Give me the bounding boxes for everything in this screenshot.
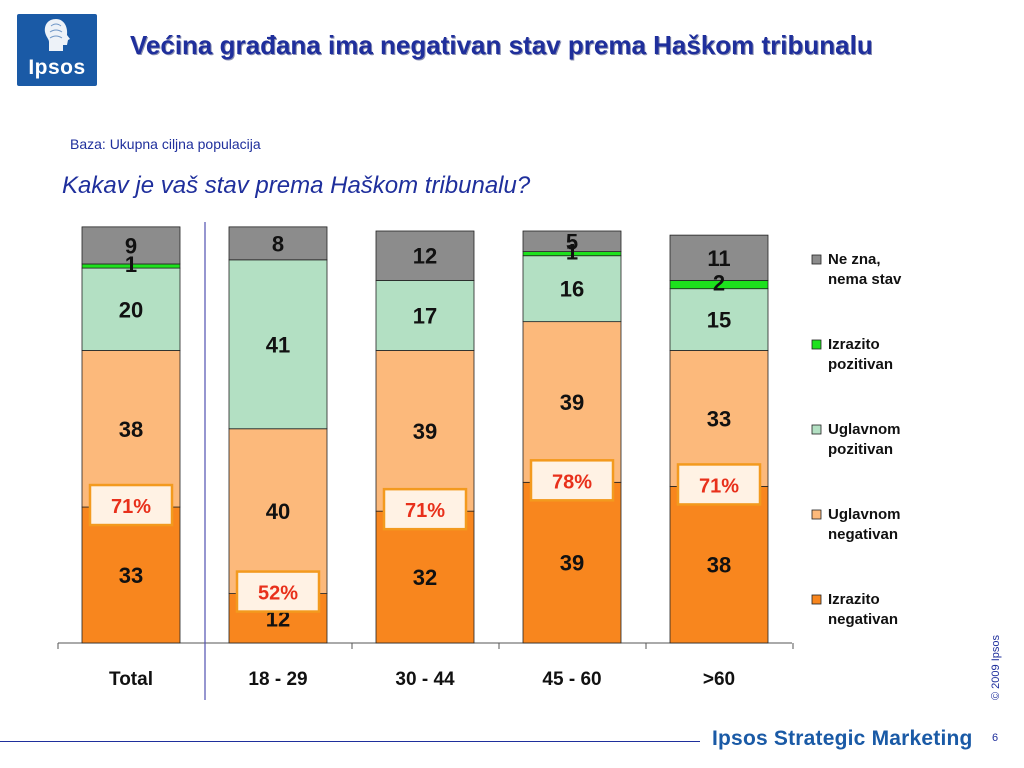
- page-title: Većina građana ima negativan stav prema …: [130, 30, 873, 60]
- bar-value-label: 41: [266, 332, 290, 357]
- bar-segment: [228, 259, 328, 430]
- legend-label: Uglavnom: [828, 506, 901, 523]
- bar-segment: [522, 321, 622, 483]
- bar-value-label: 15: [707, 308, 731, 333]
- bar-segment: [375, 350, 475, 512]
- ipsos-logo: Ipsos: [17, 14, 97, 86]
- bar-value-label: 38: [707, 553, 731, 578]
- bar-value-label: 33: [707, 406, 731, 431]
- bar-segment: [522, 255, 622, 323]
- bar-value-label: 39: [560, 390, 584, 415]
- bar-segment: [228, 226, 328, 261]
- bar-segment: [81, 267, 181, 351]
- legend-swatch: [811, 339, 822, 350]
- bar-value-label: 1: [125, 252, 137, 277]
- bar-value-label: 12: [413, 244, 437, 269]
- bar-value-label: 39: [560, 551, 584, 576]
- question-text: Kakav je vaš stav prema Haškom tribunalu…: [62, 172, 531, 199]
- legend-label: Izrazito: [828, 591, 880, 608]
- bar-value-label: 8: [272, 231, 284, 256]
- base-note: Baza: Ukupna ciljna populacija: [70, 136, 261, 152]
- legend-swatch: [811, 424, 822, 435]
- negative-total-label: 71%: [405, 500, 445, 522]
- legend-label: negativan: [828, 526, 898, 543]
- negative-total-badge: [235, 570, 321, 613]
- bar-value-label: 11: [707, 246, 730, 271]
- bar-value-label: 17: [413, 303, 437, 328]
- footer-brand: Ipsos Strategic Marketing: [712, 727, 973, 750]
- logo-head-icon: [44, 19, 70, 51]
- bar-segment: [375, 230, 475, 281]
- legend-swatch: [811, 594, 822, 605]
- bar-value-label: 20: [119, 297, 143, 322]
- bar-value-label: 32: [413, 565, 437, 590]
- bar-value-label: 2: [713, 271, 725, 296]
- bar-segment: [375, 280, 475, 351]
- x-tick-label: >60: [703, 669, 735, 690]
- bar-value-label: 38: [119, 417, 143, 442]
- legend-label: Izrazito: [828, 336, 880, 353]
- bar-value-label: 5: [566, 229, 578, 254]
- x-tick-label: 30 - 44: [395, 669, 455, 690]
- negative-total-label: 52%: [258, 583, 298, 605]
- legend-label: pozitivan: [828, 441, 893, 458]
- bar-segment: [375, 510, 475, 644]
- bar-segment: [81, 226, 181, 265]
- bar-segment: [669, 234, 769, 281]
- bar-segment: [669, 486, 769, 644]
- bar-value-label: 1: [566, 240, 578, 265]
- bar-value-label: 9: [125, 233, 137, 258]
- legend-label: pozitivan: [828, 356, 893, 373]
- negative-total-badge: [529, 459, 615, 502]
- bar-value-label: 40: [266, 499, 290, 524]
- negative-total-label: 71%: [111, 496, 151, 518]
- page-number: 6: [992, 732, 999, 744]
- footer-divider: [0, 741, 700, 742]
- negative-total-label: 71%: [699, 475, 739, 497]
- negative-total-label: 78%: [552, 471, 592, 493]
- negative-total-badge: [88, 483, 174, 527]
- legend-label: nema stav: [828, 271, 902, 288]
- bar-segment: [522, 230, 622, 253]
- logo-text: Ipsos: [28, 56, 86, 79]
- bar-value-label: 16: [560, 277, 584, 302]
- x-tick-label: Total: [109, 669, 153, 690]
- negative-total-badge: [382, 487, 468, 531]
- bar-segment: [522, 481, 622, 644]
- legend-label: Ne zna,: [828, 251, 881, 268]
- legend-swatch: [811, 509, 822, 520]
- legend-swatch: [811, 254, 822, 265]
- x-tick-label: 45 - 60: [542, 669, 601, 690]
- bar-value-label: 39: [413, 419, 437, 444]
- copyright-text: © 2009 Ipsos: [990, 635, 1002, 700]
- bar-segment: [81, 350, 181, 508]
- negative-total-badge: [676, 463, 762, 506]
- legend-label: negativan: [828, 611, 898, 628]
- x-tick-label: 18 - 29: [248, 669, 307, 690]
- bar-segment: [228, 428, 328, 594]
- legend-label: Uglavnom: [828, 421, 901, 438]
- bar-value-label: 33: [119, 563, 143, 588]
